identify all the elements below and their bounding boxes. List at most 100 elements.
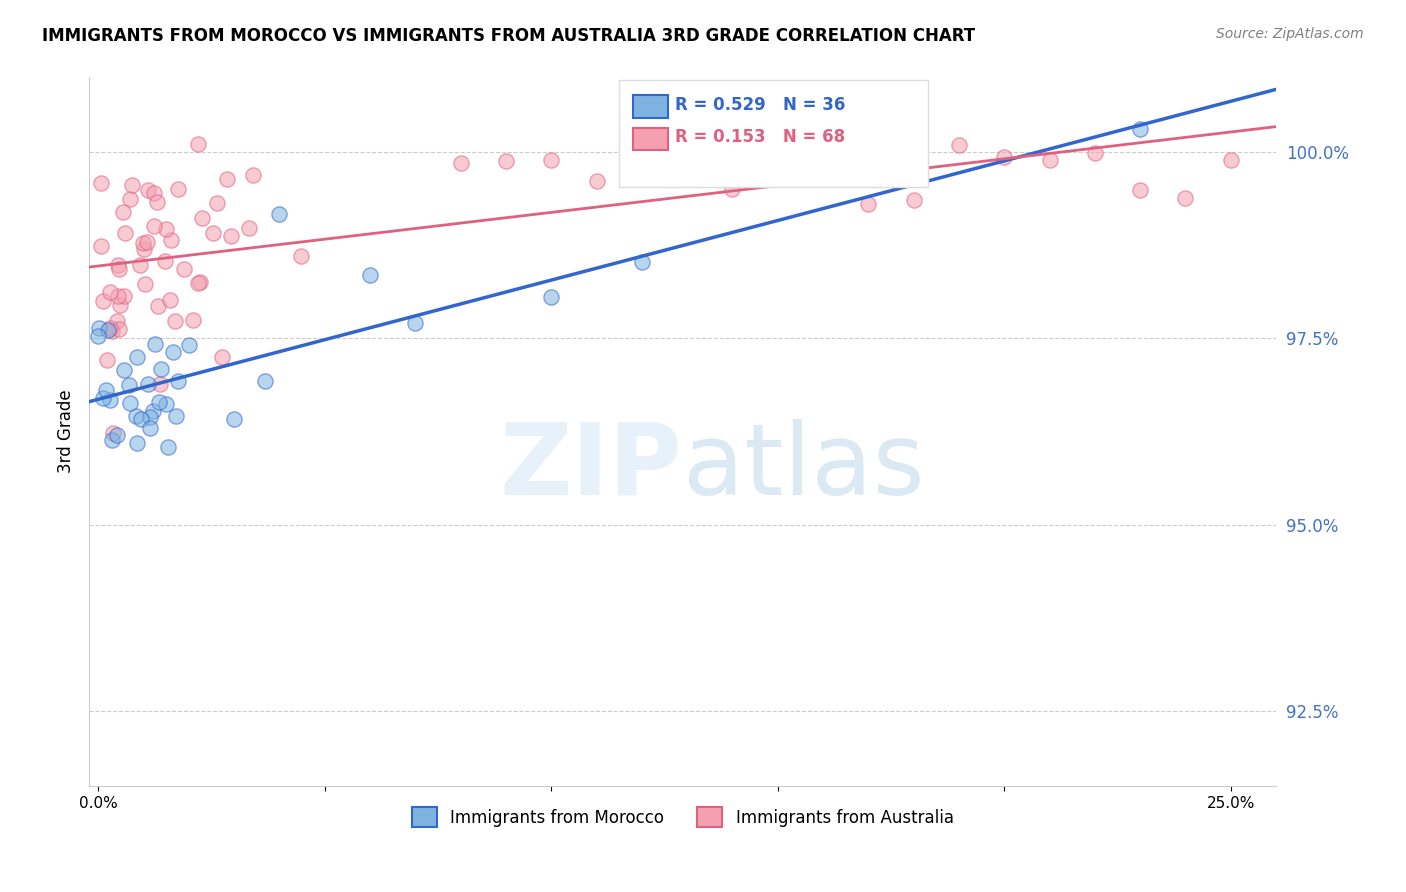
Immigrants from Australia xyxy=(858,196,880,211)
Immigrants from Morocco xyxy=(630,255,652,269)
Immigrants from Australia xyxy=(903,193,925,207)
Immigrants from Morocco xyxy=(167,375,190,389)
Immigrants from Australia xyxy=(136,183,159,197)
Immigrants from Morocco xyxy=(162,345,184,359)
Immigrants from Australia xyxy=(290,249,312,263)
Immigrants from Morocco xyxy=(404,316,426,330)
Immigrants from Australia xyxy=(1174,191,1197,205)
Immigrants from Morocco xyxy=(112,363,135,377)
Immigrants from Australia xyxy=(108,322,131,336)
Immigrants from Australia xyxy=(90,239,112,253)
Immigrants from Australia xyxy=(217,172,239,186)
Immigrants from Australia xyxy=(495,153,517,168)
Immigrants from Australia xyxy=(131,236,153,251)
Immigrants from Morocco xyxy=(127,436,149,450)
Immigrants from Australia xyxy=(143,186,166,200)
Immigrants from Morocco xyxy=(118,377,141,392)
Immigrants from Australia xyxy=(148,299,170,313)
Immigrants from Australia xyxy=(91,293,114,308)
Immigrants from Australia xyxy=(134,242,156,256)
Immigrants from Australia xyxy=(811,146,834,161)
Immigrants from Australia xyxy=(135,235,157,249)
Immigrants from Australia xyxy=(129,258,152,272)
Immigrants from Australia xyxy=(167,181,190,195)
Immigrants from Australia xyxy=(159,293,181,308)
Text: ZIP: ZIP xyxy=(499,418,682,516)
Immigrants from Australia xyxy=(211,350,233,364)
Text: IMMIGRANTS FROM MOROCCO VS IMMIGRANTS FROM AUSTRALIA 3RD GRADE CORRELATION CHART: IMMIGRANTS FROM MOROCCO VS IMMIGRANTS FR… xyxy=(42,27,976,45)
Immigrants from Morocco xyxy=(253,375,276,389)
Immigrants from Australia xyxy=(188,275,211,289)
Immigrants from Australia xyxy=(238,221,260,235)
Immigrants from Australia xyxy=(134,277,156,292)
Immigrants from Morocco xyxy=(129,412,152,426)
Immigrants from Australia xyxy=(98,285,121,299)
Immigrants from Morocco xyxy=(127,351,149,365)
Immigrants from Australia xyxy=(205,195,228,210)
Immigrants from Australia xyxy=(1038,153,1060,168)
Immigrants from Australia xyxy=(450,156,472,170)
Immigrants from Australia xyxy=(187,136,209,151)
Immigrants from Australia xyxy=(146,194,169,209)
Immigrants from Australia xyxy=(1219,153,1241,167)
Immigrants from Australia xyxy=(120,192,142,206)
Immigrants from Morocco xyxy=(1129,121,1152,136)
Immigrants from Morocco xyxy=(139,421,162,435)
Immigrants from Australia xyxy=(107,289,129,303)
Immigrants from Australia xyxy=(108,262,131,277)
Immigrants from Morocco xyxy=(136,377,159,392)
Immigrants from Morocco xyxy=(148,395,170,409)
Immigrants from Australia xyxy=(630,141,652,155)
Immigrants from Australia xyxy=(173,262,195,277)
Immigrants from Australia xyxy=(1084,145,1107,160)
Immigrants from Australia xyxy=(96,353,118,368)
Immigrants from Morocco xyxy=(101,433,124,447)
Immigrants from Australia xyxy=(90,176,112,190)
Immigrants from Australia xyxy=(993,150,1015,164)
Immigrants from Australia xyxy=(112,289,135,303)
Immigrants from Australia xyxy=(105,314,128,328)
Text: R = 0.153   N = 68: R = 0.153 N = 68 xyxy=(675,128,845,146)
Immigrants from Australia xyxy=(766,159,789,173)
Immigrants from Morocco xyxy=(124,409,146,423)
Immigrants from Australia xyxy=(121,178,143,192)
Immigrants from Morocco xyxy=(540,290,562,304)
Immigrants from Australia xyxy=(219,229,242,244)
Immigrants from Morocco xyxy=(97,323,120,337)
Immigrants from Australia xyxy=(721,182,744,196)
Immigrants from Australia xyxy=(676,150,699,164)
Text: atlas: atlas xyxy=(682,418,924,516)
Text: R = 0.529   N = 36: R = 0.529 N = 36 xyxy=(675,96,845,114)
Legend: Immigrants from Morocco, Immigrants from Australia: Immigrants from Morocco, Immigrants from… xyxy=(405,800,960,834)
Immigrants from Morocco xyxy=(222,411,245,425)
Immigrants from Australia xyxy=(153,254,176,268)
Immigrants from Morocco xyxy=(165,409,187,424)
Immigrants from Morocco xyxy=(179,337,201,351)
Immigrants from Australia xyxy=(149,376,172,391)
Immigrants from Australia xyxy=(98,321,121,335)
Immigrants from Australia xyxy=(101,426,124,441)
Immigrants from Morocco xyxy=(96,383,118,397)
Immigrants from Australia xyxy=(107,258,129,272)
Immigrants from Australia xyxy=(585,174,607,188)
Immigrants from Australia xyxy=(108,298,131,312)
Immigrants from Australia xyxy=(155,221,177,235)
Immigrants from Australia xyxy=(114,226,136,240)
Immigrants from Morocco xyxy=(105,428,128,442)
Immigrants from Australia xyxy=(1129,183,1152,197)
Immigrants from Morocco xyxy=(89,320,111,334)
Immigrants from Morocco xyxy=(142,404,165,418)
Immigrants from Morocco xyxy=(269,207,291,221)
Immigrants from Australia xyxy=(112,205,135,219)
Immigrants from Morocco xyxy=(143,337,166,351)
Immigrants from Morocco xyxy=(359,268,381,282)
Immigrants from Australia xyxy=(948,138,970,153)
Immigrants from Australia xyxy=(181,313,204,327)
Immigrants from Morocco xyxy=(118,396,141,410)
Immigrants from Australia xyxy=(540,153,562,168)
Immigrants from Morocco xyxy=(138,409,160,424)
Immigrants from Australia xyxy=(100,324,122,338)
Immigrants from Australia xyxy=(160,233,183,247)
Immigrants from Morocco xyxy=(150,361,173,376)
Immigrants from Australia xyxy=(165,313,187,327)
